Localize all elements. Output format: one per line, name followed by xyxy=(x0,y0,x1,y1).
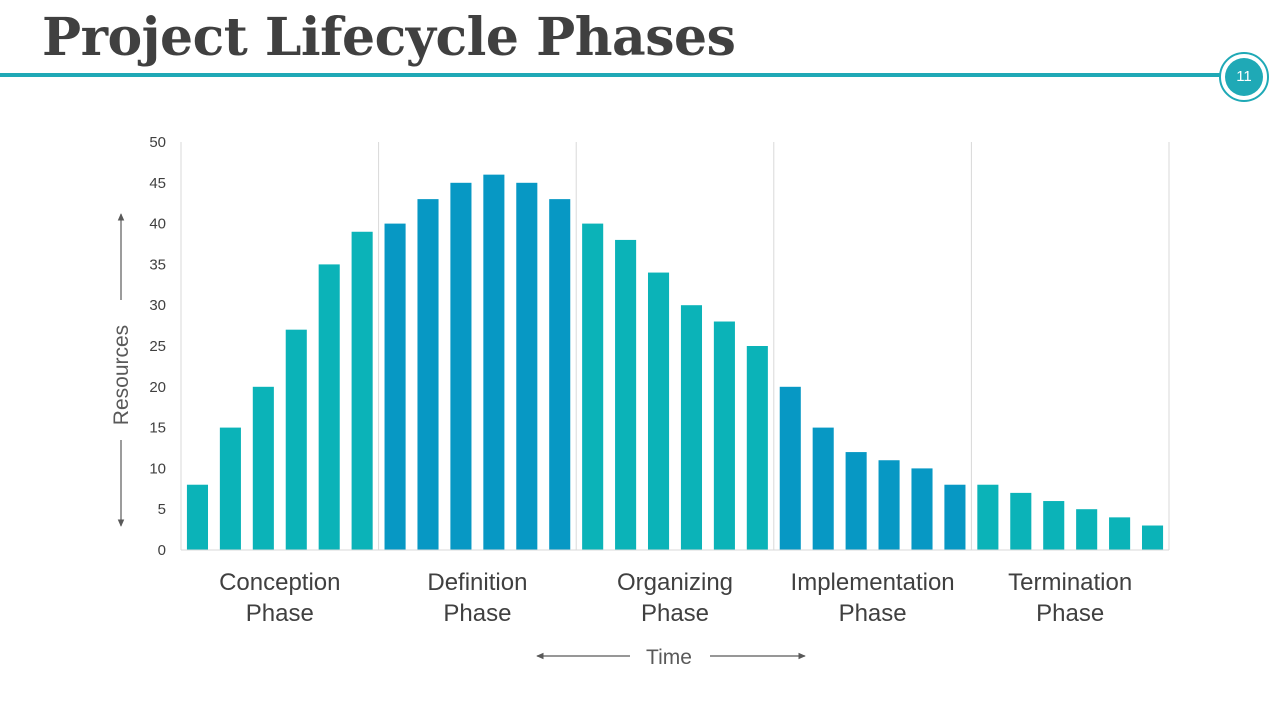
bar-phase3-2 xyxy=(615,239,637,551)
y-tick-label: 25 xyxy=(149,338,166,355)
bar-phase1-4 xyxy=(285,329,307,550)
bar-phase2-1 xyxy=(384,223,406,550)
page-number: 11 xyxy=(1225,58,1263,96)
y-tick-label: 5 xyxy=(158,501,166,518)
phase-label-line2: Phase xyxy=(443,600,511,627)
bars xyxy=(186,174,1164,551)
y-tick-label: 15 xyxy=(149,420,166,437)
phase-label: Conception Phase xyxy=(219,569,340,627)
phase-label-line2: Phase xyxy=(1036,600,1104,627)
bar-phase1-1 xyxy=(186,484,209,550)
bar-phase4-6 xyxy=(944,484,966,550)
gridlines xyxy=(378,142,1170,550)
bar-phase5-4 xyxy=(1076,509,1098,550)
phase-label-line1: Organizing xyxy=(617,569,733,596)
bar-phase5-1 xyxy=(977,484,999,550)
x-axis-title: Time xyxy=(646,646,692,669)
bar-phase4-5 xyxy=(911,468,933,550)
bar-phase2-4 xyxy=(483,174,505,550)
bar-phase2-6 xyxy=(549,199,571,550)
phase-label-line1: Conception xyxy=(219,569,340,596)
bar-phase3-6 xyxy=(746,346,768,550)
bar-phase1-6 xyxy=(351,231,373,550)
phase-label-line2: Phase xyxy=(246,600,314,627)
bar-phase4-4 xyxy=(878,460,900,550)
bar-phase1-5 xyxy=(318,264,340,550)
phase-label: Implementation Phase xyxy=(791,569,955,627)
bar-phase4-1 xyxy=(779,386,801,550)
y-tick-label: 0 xyxy=(158,542,166,559)
bar-phase3-4 xyxy=(680,305,703,550)
page-title: Project Lifecycle Phases xyxy=(42,7,736,68)
phase-label: Organizing Phase xyxy=(617,569,733,627)
bar-phase5-3 xyxy=(1043,501,1065,550)
bar-phase1-3 xyxy=(252,386,274,550)
bar-phase1-2 xyxy=(219,427,241,550)
bar-phase2-3 xyxy=(450,182,472,551)
phase-label: Termination Phase xyxy=(1008,569,1132,627)
y-tick-label: 50 xyxy=(149,134,166,151)
bar-phase5-5 xyxy=(1109,517,1131,550)
phase-label-line2: Phase xyxy=(641,600,709,627)
bar-phase5-2 xyxy=(1010,492,1032,550)
phase-label-line2: Phase xyxy=(839,600,907,627)
bar-phase3-1 xyxy=(582,223,604,550)
phase-label: Definition Phase xyxy=(427,569,527,627)
title-underline xyxy=(0,73,1222,77)
y-tick-label: 20 xyxy=(149,379,166,396)
bar-phase2-2 xyxy=(417,199,439,550)
bar-phase3-5 xyxy=(713,321,735,550)
bar-phase3-3 xyxy=(647,272,670,550)
page-number-badge: 11 xyxy=(1219,52,1269,102)
bar-phase4-2 xyxy=(812,427,834,550)
labels: 05101520253035404550ConceptionPhaseDefin… xyxy=(110,134,1132,669)
bar-phase2-5 xyxy=(516,182,538,551)
y-tick-label: 45 xyxy=(149,175,166,192)
y-tick-label: 35 xyxy=(149,256,166,273)
bar-phase4-3 xyxy=(845,452,867,550)
axes xyxy=(117,142,1169,660)
y-axis-title: Resources xyxy=(110,325,133,425)
phase-label-line1: Termination xyxy=(1008,569,1132,596)
phase-label-line1: Implementation xyxy=(791,569,955,596)
y-tick-label: 30 xyxy=(149,297,166,314)
y-tick-label: 40 xyxy=(149,216,166,233)
bar-phase5-6 xyxy=(1141,525,1164,550)
phase-label-line1: Definition xyxy=(427,569,527,596)
y-tick-label: 10 xyxy=(149,460,166,477)
